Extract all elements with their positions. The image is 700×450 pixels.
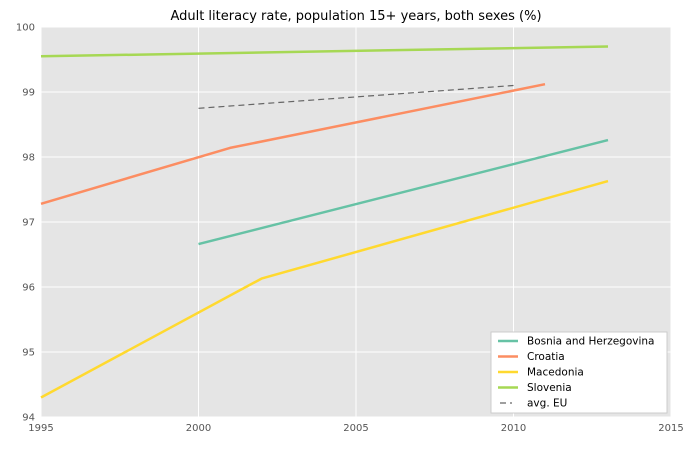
- legend-label: Slovenia: [527, 382, 572, 394]
- series-lines: [40, 45, 609, 399]
- y-axis-ticks: 94 95 96 97 98 99 100: [16, 23, 35, 424]
- series-line-slovenia: [40, 45, 609, 58]
- legend-label: Bosnia and Herzegovina: [527, 336, 655, 348]
- y-tick-label: 100: [16, 23, 35, 34]
- legend-box: [490, 331, 668, 414]
- series-line-croatia: [40, 82, 546, 205]
- y-tick-label: 97: [22, 218, 35, 229]
- x-tick-label: 2015: [658, 423, 683, 434]
- chart-title: Adult literacy rate, population 15+ year…: [170, 9, 541, 24]
- y-tick-label: 95: [22, 348, 35, 359]
- legend: Bosnia and Herzegovina Croatia Macedonia Sl…: [490, 331, 668, 414]
- x-axis-ticks: 1995 2000 2005 2010 2015: [28, 423, 683, 434]
- legend-label: Croatia: [527, 351, 565, 363]
- x-tick-label: 1995: [28, 423, 53, 434]
- legend-label: Macedonia: [527, 367, 584, 379]
- series-line-avg-eu: [198, 84, 514, 109]
- x-tick-label: 2000: [186, 423, 211, 434]
- y-tick-label: 94: [22, 413, 35, 424]
- series-line-bosnia-and-herzegovina: [198, 138, 609, 246]
- legend-label: avg. EU: [527, 398, 567, 410]
- y-tick-label: 99: [22, 88, 35, 99]
- y-tick-label: 98: [22, 153, 35, 164]
- x-tick-label: 2005: [343, 423, 368, 434]
- series-line-macedonia: [40, 179, 609, 399]
- y-tick-label: 96: [22, 283, 35, 294]
- x-tick-label: 2010: [501, 423, 526, 434]
